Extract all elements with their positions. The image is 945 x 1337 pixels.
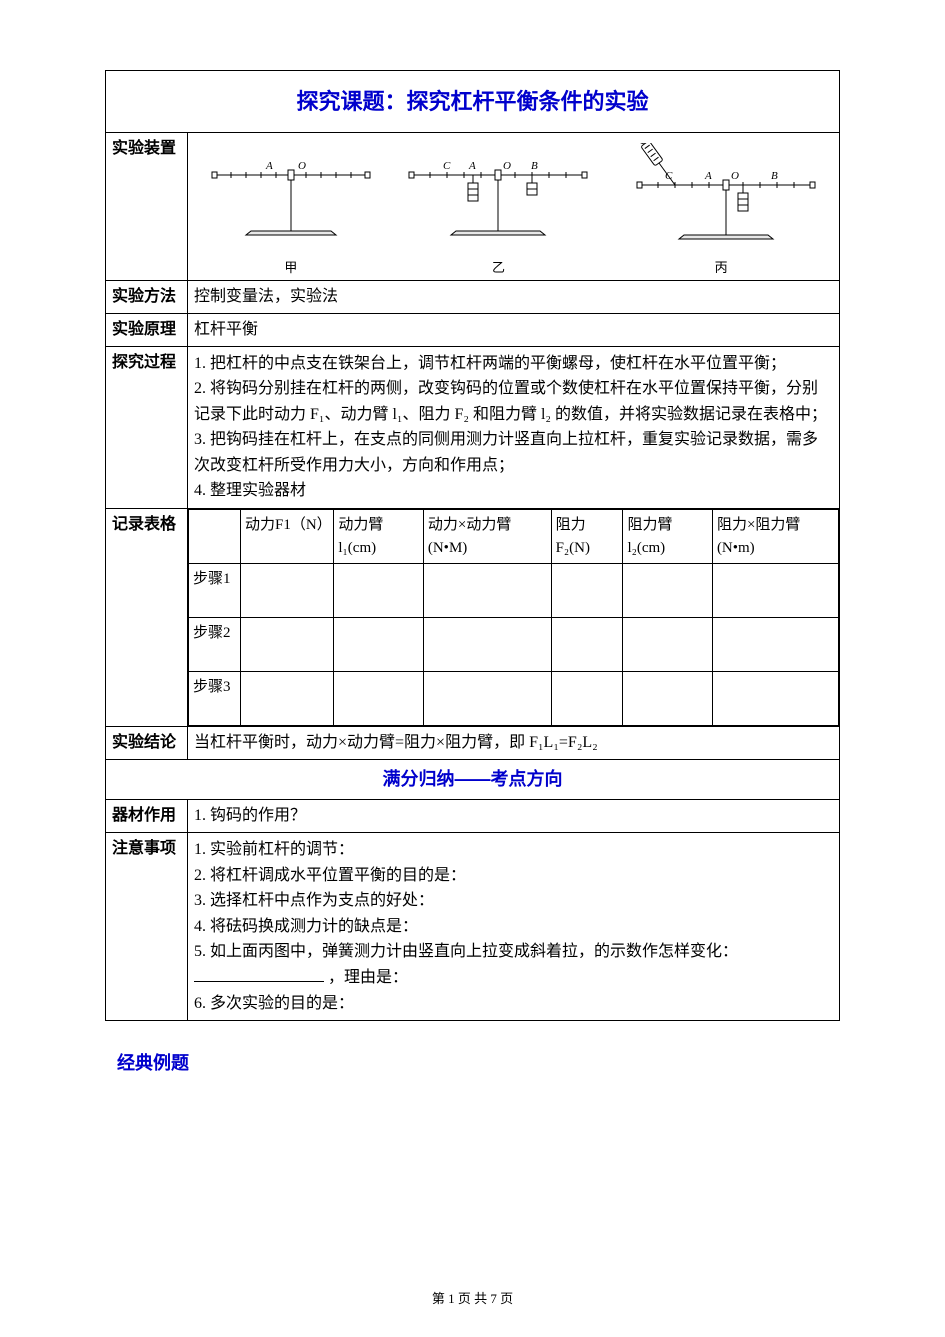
svg-text:C: C [665,170,673,182]
diagram-yi: C A O B 乙 [403,153,593,278]
procedure-item-1: 1. 把杠杆的中点支在铁架台上，调节杠杆两端的平衡螺母，使杠杆在水平位置平衡； [194,351,833,377]
footer-suffix: 页 [497,1291,513,1306]
svg-text:B: B [531,160,538,172]
record-step1-c1 [241,564,334,618]
notes-text: 1. 实验前杠杆的调节： 2. 将杠杆调成水平位置平衡的目的是： 3. 选择杠杆… [188,833,840,1021]
svg-text:O: O [503,160,511,172]
record-step3-c6 [712,672,838,726]
procedure-item-3: 3. 把钩码挂在杠杆上，在支点的同侧用测力计竖直向上拉杠杆，重复实验记录数据，需… [194,427,833,478]
notes-item-5: 5. 如上面丙图中，弹簧测力计由竖直向上拉变成斜着拉，的示数作怎样变化： ，理由… [194,939,833,990]
record-step2-c2 [334,618,423,672]
conclusion-label: 实验结论 [106,727,188,760]
procedure-label: 探究过程 [106,346,188,509]
record-step1-c6 [712,564,838,618]
diagram-jia: A O 甲 [206,153,376,278]
record-step2-c5 [623,618,712,672]
record-step3-label: 步骤3 [189,672,241,726]
notes-label: 注意事项 [106,833,188,1021]
notes-item-3: 3. 选择杠杆中点作为支点的好处： [194,888,833,914]
record-inner-table: 动力F1（N） 动力臂l₁(cm) 动力×动力臂(N•M) 阻力F₂(N) 阻力… [188,509,839,726]
blank-line [194,966,324,982]
record-step1-c5 [623,564,712,618]
record-step3-c5 [623,672,712,726]
record-step2-c3 [423,618,551,672]
record-header-f2l2: 阻力×阻力臂(N•m) [712,510,838,564]
svg-text:O: O [731,170,739,182]
notes-item-2: 2. 将杠杆调成水平位置平衡的目的是： [194,863,833,889]
svg-text:B: B [771,170,778,182]
record-step1-c2 [334,564,423,618]
notes-item-5a: 5. 如上面丙图中，弹簧测力计由竖直向上拉变成斜着拉，的示数作怎样变化： [194,943,738,960]
method-text: 控制变量法，实验法 [188,280,840,313]
footer-prefix: 第 [432,1291,448,1306]
example-heading: 经典例题 [117,1049,840,1075]
footer-mid: 页 共 [455,1291,491,1306]
record-header-f1l1: 动力×动力臂(N•M) [423,510,551,564]
record-table-cell: 动力F1（N） 动力臂l₁(cm) 动力×动力臂(N•M) 阻力F₂(N) 阻力… [188,509,840,727]
instrument-label: 器材作用 [106,800,188,833]
diagram-jia-label: 甲 [206,258,376,278]
principle-text: 杠杆平衡 [188,313,840,346]
record-header-blank [189,510,241,564]
record-step3-c4 [551,672,623,726]
main-table: 探究课题：探究杠杆平衡条件的实验 实验装置 [105,70,840,1021]
apparatus-label: 实验装置 [106,133,188,281]
record-header-l2: 阻力臂l₂(cm) [623,510,712,564]
notes-item-4: 4. 将砝码换成测力计的缺点是： [194,914,833,940]
record-step1-c4 [551,564,623,618]
svg-text:O: O [298,160,306,172]
notes-item-5b: ，理由是： [328,969,408,986]
record-step1-c3 [423,564,551,618]
record-header-f2: 阻力F₂(N) [551,510,623,564]
lever-diagram-bing-icon: C A O B [621,143,821,248]
notes-item-6: 6. 多次实验的目的是： [194,991,833,1017]
svg-text:A: A [468,160,476,172]
record-step1-label: 步骤1 [189,564,241,618]
svg-text:C: C [443,160,451,172]
diagram-bing: C A O B 丙 [621,143,821,278]
subtitle-cell: 满分归纳——考点方向 [106,760,840,800]
svg-text:A: A [265,160,273,172]
record-header-f1: 动力F1（N） [241,510,334,564]
record-step3-c1 [241,672,334,726]
page: 探究课题：探究杠杆平衡条件的实验 实验装置 [0,0,945,1337]
lever-diagram-jia-icon: A O [206,153,376,248]
procedure-item-4: 4. 整理实验器材 [194,478,833,504]
principle-label: 实验原理 [106,313,188,346]
title-cell: 探究课题：探究杠杆平衡条件的实验 [106,71,840,133]
record-step2-c6 [712,618,838,672]
conclusion-text: 当杠杆平衡时，动力×动力臂=阻力×阻力臂，即 F₁L₁=F₂L₂ [188,727,840,760]
record-step2-label: 步骤2 [189,618,241,672]
record-header-l1: 动力臂l₁(cm) [334,510,423,564]
notes-item-1: 1. 实验前杠杆的调节： [194,837,833,863]
apparatus-diagrams: A O 甲 [188,133,840,281]
procedure-text: 1. 把杠杆的中点支在铁架台上，调节杠杆两端的平衡螺母，使杠杆在水平位置平衡； … [188,346,840,509]
diagram-yi-label: 乙 [403,258,593,278]
record-step2-c1 [241,618,334,672]
lever-diagram-yi-icon: C A O B [403,153,593,248]
record-label: 记录表格 [106,509,188,727]
diagram-bing-label: 丙 [621,258,821,278]
instrument-text: 1. 钩码的作用？ [188,800,840,833]
page-footer: 第 1 页 共 7 页 [0,1288,945,1307]
method-label: 实验方法 [106,280,188,313]
procedure-item-2: 2. 将钩码分别挂在杠杆的两侧，改变钩码的位置或个数使杠杆在水平位置保持平衡，分… [194,376,833,427]
record-step3-c2 [334,672,423,726]
record-step2-c4 [551,618,623,672]
svg-text:A: A [704,170,712,182]
record-step3-c3 [423,672,551,726]
